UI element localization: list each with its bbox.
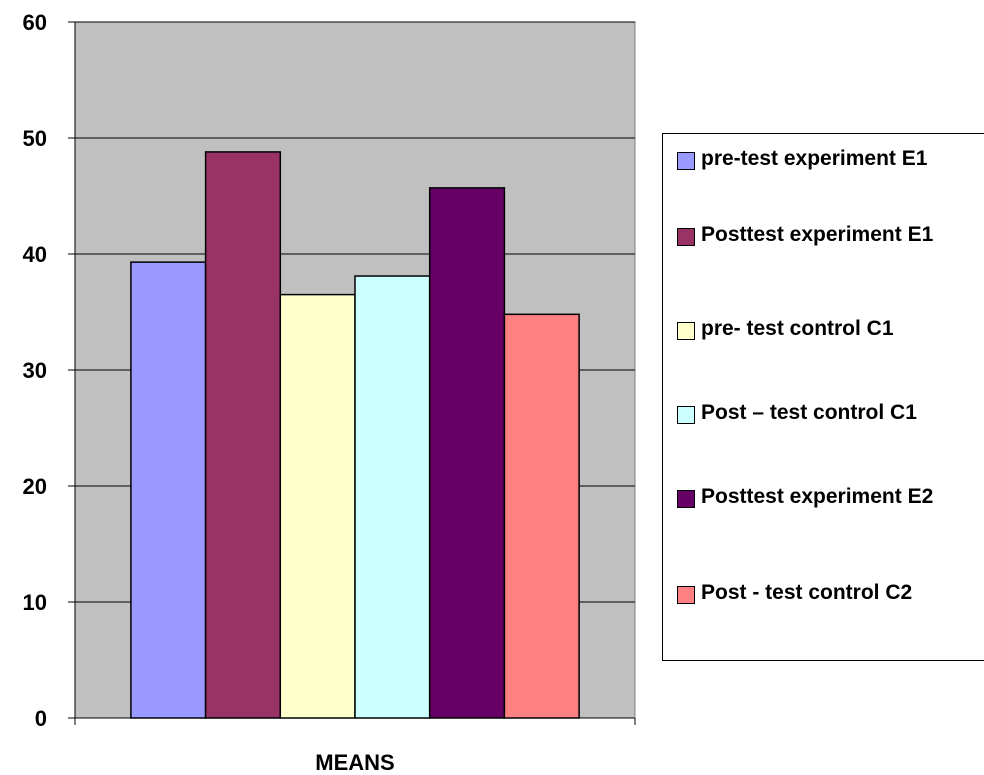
y-tick-label: 0 <box>35 706 47 731</box>
y-tick-label: 10 <box>23 590 47 615</box>
y-tick-label: 60 <box>23 10 47 35</box>
legend-item: Post – test control C1 <box>677 401 982 429</box>
legend-label: pre- test control C1 <box>701 317 894 340</box>
legend-swatch <box>677 586 695 604</box>
legend-label: pre-test experiment E1 <box>701 147 928 170</box>
bars <box>130 151 580 719</box>
legend: pre-test experiment E1 Posttest experimen… <box>662 133 984 661</box>
legend-item: Posttest experiment E2 <box>677 485 982 513</box>
bar <box>428 187 506 719</box>
y-axis: 0 10 20 30 40 50 60 <box>23 10 636 731</box>
x-axis-label: MEANS <box>315 750 394 775</box>
y-tick-label: 50 <box>23 126 47 151</box>
legend-label: Posttest experiment E1 <box>701 223 934 246</box>
legend-item: Posttest experiment E1 <box>677 223 982 251</box>
legend-swatch <box>677 406 695 424</box>
legend-label: Posttest experiment E2 <box>701 485 934 508</box>
bar <box>130 261 207 719</box>
y-tick-label: 20 <box>23 474 47 499</box>
legend-swatch <box>677 322 695 340</box>
bar <box>204 151 282 719</box>
bar <box>354 275 431 719</box>
y-tick-label: 40 <box>23 242 47 267</box>
legend-item: pre- test control C1 <box>677 317 982 345</box>
y-tick-label: 30 <box>23 358 47 383</box>
bar <box>503 313 580 719</box>
legend-label: Post - test control C2 <box>701 581 913 604</box>
legend-item: pre-test experiment E1 <box>677 147 982 175</box>
legend-item: Post - test control C2 <box>677 581 982 609</box>
bar <box>279 293 356 719</box>
legend-swatch <box>677 152 695 170</box>
legend-swatch <box>677 228 695 246</box>
legend-label: Post – test control C1 <box>701 401 917 424</box>
legend-swatch <box>677 490 695 508</box>
